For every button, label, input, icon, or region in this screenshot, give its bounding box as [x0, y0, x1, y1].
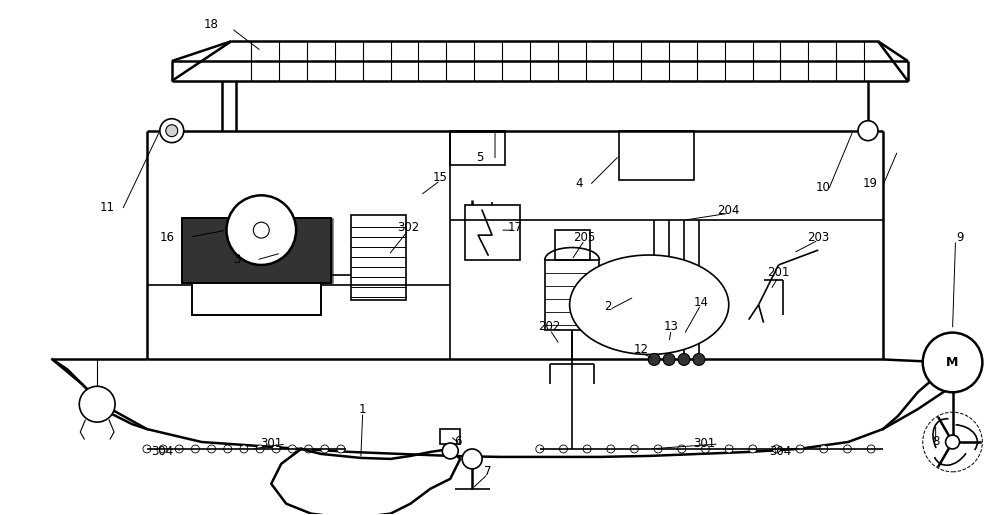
Circle shape — [160, 119, 184, 143]
Circle shape — [843, 445, 851, 453]
Circle shape — [79, 386, 115, 422]
Bar — [257, 218, 276, 283]
Text: M: M — [946, 356, 959, 369]
Text: 4: 4 — [576, 177, 583, 190]
Bar — [450, 131, 505, 165]
Circle shape — [288, 445, 296, 453]
Bar — [192, 283, 321, 315]
Circle shape — [337, 445, 345, 453]
Bar — [238, 218, 257, 283]
Circle shape — [159, 445, 167, 453]
Bar — [182, 218, 201, 283]
Text: 203: 203 — [807, 231, 829, 244]
Text: 11: 11 — [100, 201, 115, 214]
Text: 19: 19 — [862, 177, 877, 190]
Text: 17: 17 — [507, 220, 522, 234]
Bar — [220, 218, 238, 283]
Text: 1: 1 — [359, 403, 366, 416]
Circle shape — [749, 445, 757, 453]
Circle shape — [191, 445, 199, 453]
Text: 304: 304 — [769, 445, 792, 458]
Bar — [276, 218, 295, 283]
Bar — [182, 218, 331, 283]
Circle shape — [630, 445, 638, 453]
Ellipse shape — [570, 255, 729, 354]
Circle shape — [654, 445, 662, 453]
Bar — [201, 218, 220, 283]
Circle shape — [583, 445, 591, 453]
Text: 204: 204 — [718, 204, 740, 217]
Bar — [440, 429, 460, 444]
Circle shape — [272, 445, 280, 453]
Circle shape — [772, 445, 780, 453]
Circle shape — [226, 195, 296, 265]
Text: 2: 2 — [604, 300, 611, 313]
Bar — [545, 260, 599, 330]
Circle shape — [143, 445, 151, 453]
Circle shape — [253, 222, 269, 238]
Text: 16: 16 — [159, 231, 174, 244]
Circle shape — [224, 445, 232, 453]
Circle shape — [462, 449, 482, 469]
Text: 8: 8 — [932, 436, 939, 449]
Circle shape — [166, 125, 178, 136]
Circle shape — [607, 445, 615, 453]
Bar — [555, 230, 590, 260]
Circle shape — [256, 445, 264, 453]
Circle shape — [559, 445, 567, 453]
Circle shape — [701, 445, 709, 453]
Circle shape — [923, 333, 982, 392]
Bar — [465, 205, 520, 260]
Circle shape — [442, 443, 458, 459]
Text: 205: 205 — [573, 231, 596, 244]
Circle shape — [305, 445, 313, 453]
Bar — [295, 218, 314, 283]
Text: 14: 14 — [693, 296, 708, 309]
Text: 10: 10 — [816, 181, 831, 194]
Text: 302: 302 — [397, 220, 420, 234]
Text: 9: 9 — [956, 231, 963, 244]
Circle shape — [796, 445, 804, 453]
Circle shape — [946, 435, 960, 449]
Text: 301: 301 — [693, 437, 715, 451]
Circle shape — [693, 353, 705, 366]
Circle shape — [648, 353, 660, 366]
Text: 5: 5 — [476, 151, 484, 164]
Text: 15: 15 — [433, 171, 448, 184]
Circle shape — [208, 445, 216, 453]
Bar — [619, 131, 694, 180]
Text: 12: 12 — [634, 343, 649, 356]
Circle shape — [663, 353, 675, 366]
Text: 13: 13 — [664, 320, 679, 333]
Circle shape — [678, 353, 690, 366]
Circle shape — [867, 445, 875, 453]
Circle shape — [820, 445, 828, 453]
Circle shape — [175, 445, 183, 453]
Circle shape — [321, 445, 329, 453]
Circle shape — [725, 445, 733, 453]
Text: 301: 301 — [260, 437, 282, 451]
Text: 304: 304 — [151, 445, 173, 458]
Text: 201: 201 — [767, 266, 790, 280]
Bar — [192, 283, 321, 315]
Bar — [182, 218, 331, 283]
Circle shape — [858, 121, 878, 141]
Circle shape — [678, 445, 686, 453]
Bar — [314, 218, 333, 283]
Text: 202: 202 — [539, 320, 561, 333]
Circle shape — [240, 445, 248, 453]
Text: 18: 18 — [204, 18, 219, 31]
Text: 3: 3 — [233, 253, 240, 266]
Circle shape — [536, 445, 544, 453]
Text: 6: 6 — [454, 436, 462, 449]
Text: 7: 7 — [484, 466, 492, 478]
Bar — [351, 215, 406, 300]
